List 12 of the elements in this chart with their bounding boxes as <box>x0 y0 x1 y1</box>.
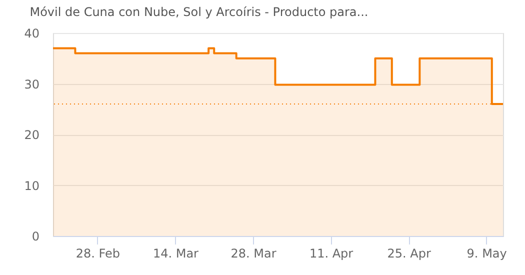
x-tick-label: 9. May <box>466 246 507 260</box>
x-tick-label: 14. Mar <box>152 246 199 260</box>
x-tick-label: 11. Apr <box>309 246 354 260</box>
x-tick-label: 28. Mar <box>230 246 276 260</box>
y-tick-label: 30 <box>24 77 40 92</box>
y-tick-label: 10 <box>24 178 40 193</box>
y-tick-label: 0 <box>32 230 40 244</box>
x-tick-label: 25. Apr <box>387 246 431 260</box>
chart-title: Móvil de Cuna con Nube, Sol y Arcoíris - Producto para... <box>30 5 368 19</box>
y-tick-label: 20 <box>24 128 40 142</box>
y-tick-label: 40 <box>24 26 40 40</box>
x-tick-label: 28. Feb <box>76 246 120 260</box>
